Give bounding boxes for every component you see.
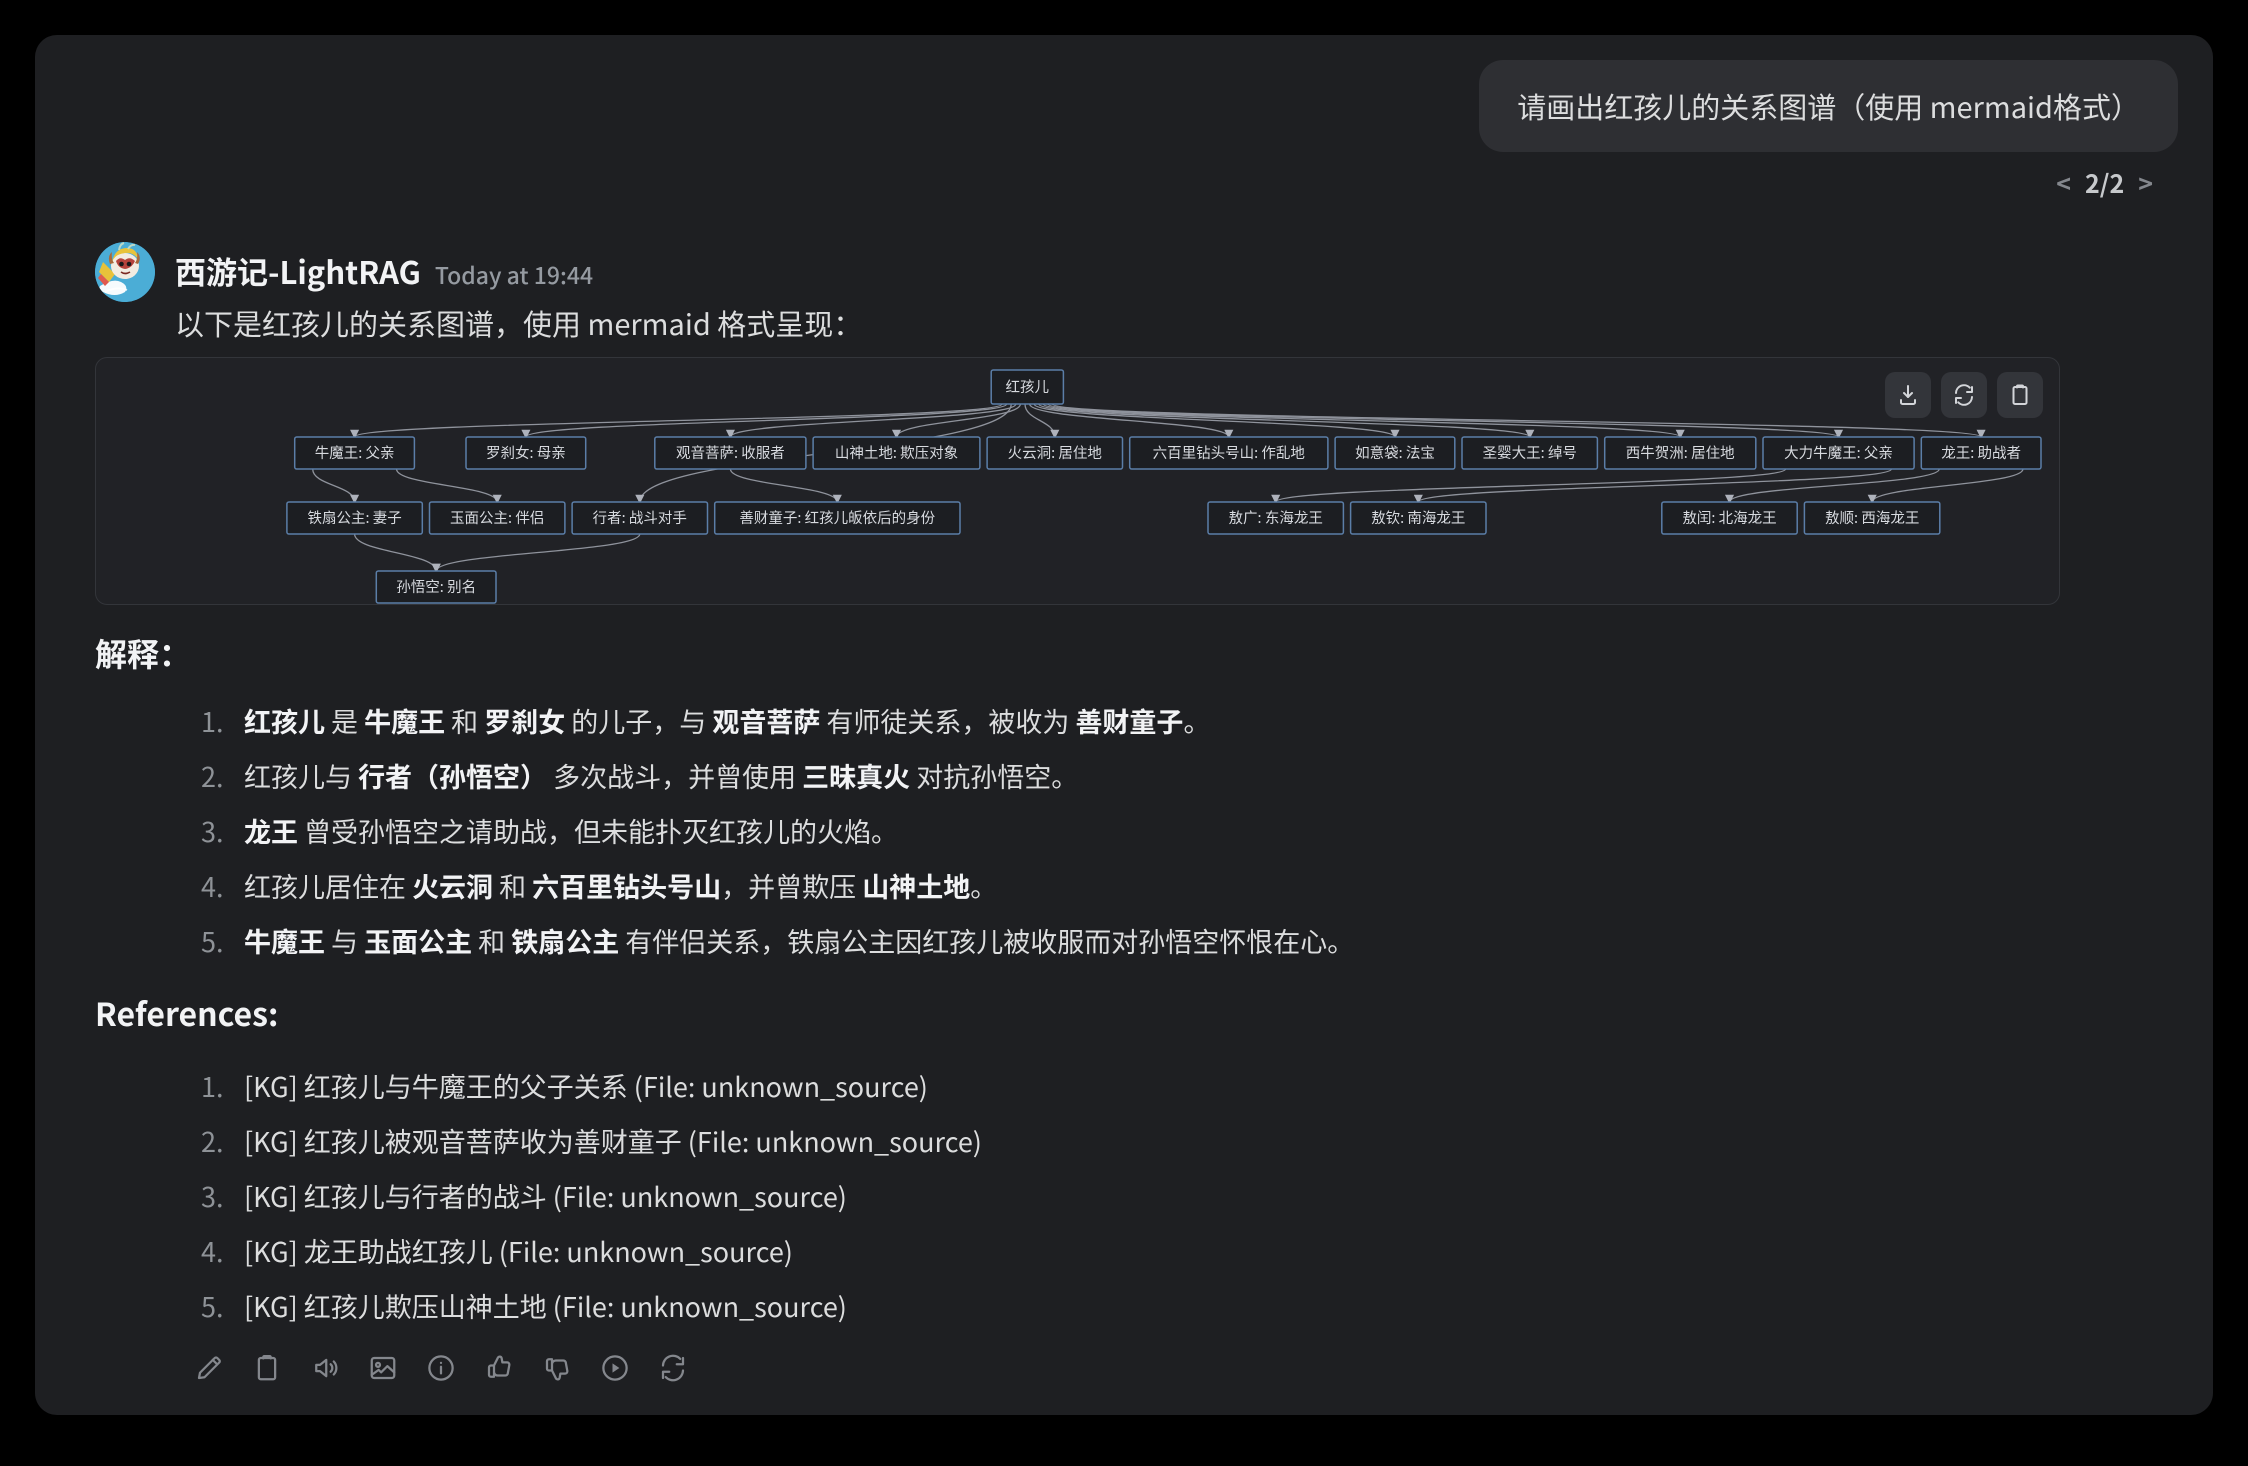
svg-text:铁扇公主: 妻子: 铁扇公主: 妻子 <box>307 507 401 528</box>
svg-text:六百里钻头号山: 作乱地: 六百里钻头号山: 作乱地 <box>1153 442 1305 463</box>
svg-text:牛魔王: 父亲: 牛魔王: 父亲 <box>315 442 395 463</box>
svg-text:玉面公主: 伴侣: 玉面公主: 伴侣 <box>450 507 544 528</box>
svg-text:孙悟空: 别名: 孙悟空: 别名 <box>396 576 476 597</box>
svg-text:敖广: 东海龙王: 敖广: 东海龙王 <box>1229 507 1323 528</box>
svg-text:罗刹女: 母亲: 罗刹女: 母亲 <box>486 442 566 463</box>
svg-text:敖闰: 北海龙王: 敖闰: 北海龙王 <box>1682 507 1776 528</box>
svg-text:行者: 战斗对手: 行者: 战斗对手 <box>593 507 687 528</box>
svg-text:山神土地: 欺压对象: 山神土地: 欺压对象 <box>835 442 958 463</box>
svg-text:圣婴大王: 绰号: 圣婴大王: 绰号 <box>1483 442 1577 463</box>
svg-text:敖顺: 西海龙王: 敖顺: 西海龙王 <box>1825 507 1919 528</box>
svg-text:西牛贺洲: 居住地: 西牛贺洲: 居住地 <box>1626 442 1735 463</box>
svg-text:红孩儿: 红孩儿 <box>1006 376 1050 397</box>
svg-text:善财童子: 红孩儿皈依后的身份: 善财童子: 红孩儿皈依后的身份 <box>739 507 935 528</box>
svg-text:龙王: 助战者: 龙王: 助战者 <box>1941 442 2021 463</box>
svg-text:敖钦: 南海龙王: 敖钦: 南海龙王 <box>1371 507 1465 528</box>
svg-text:火云洞: 居住地: 火云洞: 居住地 <box>1008 442 1102 463</box>
svg-text:大力牛魔王: 父亲: 大力牛魔王: 父亲 <box>1784 442 1893 463</box>
svg-text:如意袋: 法宝: 如意袋: 法宝 <box>1355 442 1435 463</box>
svg-text:观音菩萨: 收服者: 观音菩萨: 收服者 <box>676 442 785 463</box>
